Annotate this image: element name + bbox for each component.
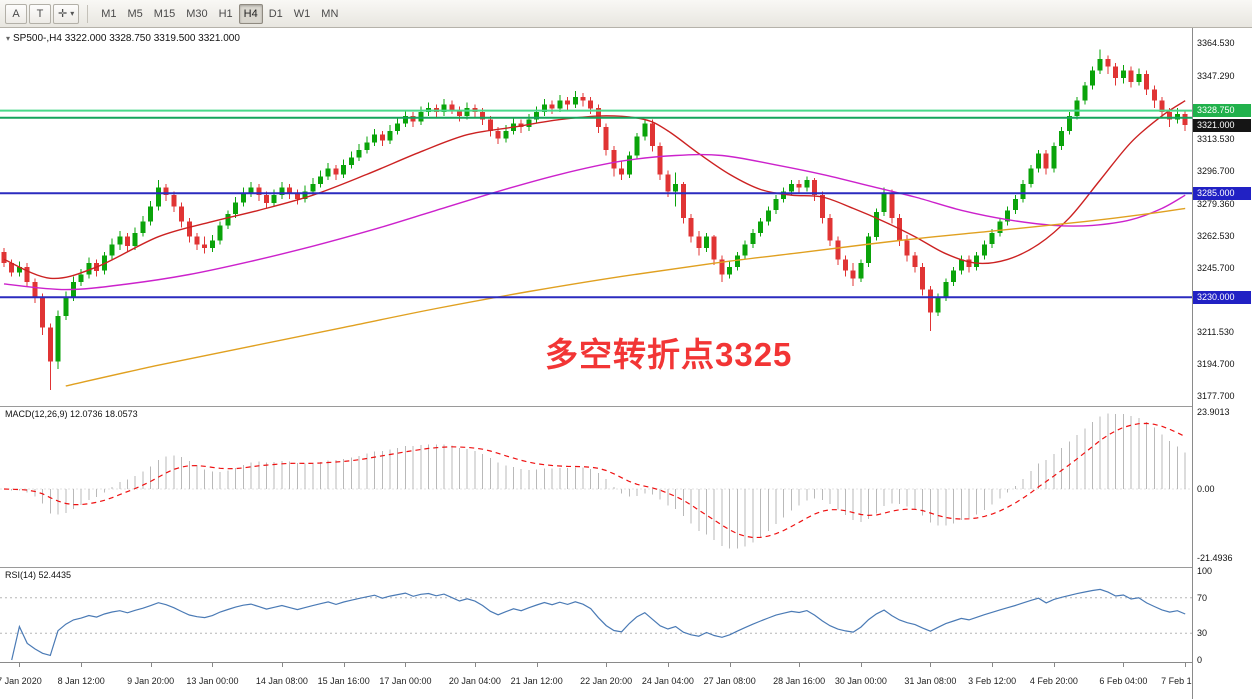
badge-green-line: 3328.750 — [1193, 104, 1251, 118]
timeframe-button-w1[interactable]: W1 — [293, 7, 311, 20]
time-axis-label: 27 Jan 08:00 — [703, 676, 756, 686]
price-axis-label: 3313.530 — [1197, 134, 1235, 145]
price-axis-label: 3364.530 — [1197, 38, 1235, 48]
price-axis-label: 3211.530 — [1197, 327, 1234, 338]
time-axis-label: 7 Jan 2020 — [0, 676, 42, 686]
tool-button-crosshair-tool[interactable]: ✛ ▾ — [53, 3, 80, 24]
price-axis-label: 3194.700 — [1197, 358, 1235, 369]
timeframe-button-h4[interactable]: H4 — [238, 3, 263, 24]
panel-separator[interactable] — [0, 406, 1252, 407]
timeframe-button-m5[interactable]: M5 — [127, 7, 143, 20]
rsi-panel-canvas[interactable] — [0, 567, 1192, 662]
time-axis-label: 22 Jan 20:00 — [580, 676, 633, 686]
timeframe-button-d1[interactable]: D1 — [268, 7, 283, 20]
macd-panel-canvas[interactable] — [0, 406, 1192, 567]
time-tick — [930, 663, 932, 667]
time-tick — [212, 663, 214, 667]
price-axis-label: 3279.360 — [1197, 198, 1235, 209]
price-axis[interactable]: 3364.5303347.2903330.3603313.5303296.700… — [1192, 28, 1252, 699]
time-axis-label: 7 Feb 12:00 — [1161, 676, 1210, 686]
time-axis-label: 17 Jan 00:00 — [379, 676, 432, 686]
time-axis-label: 20 Jan 04:00 — [448, 676, 501, 686]
tool-button-annotate-a[interactable]: A — [5, 3, 27, 24]
price-axis-label: 3262.530 — [1197, 230, 1235, 241]
time-axis-label: 30 Jan 00:00 — [834, 676, 887, 686]
time-tick — [667, 663, 669, 667]
time-axis-label: 14 Jan 08:00 — [255, 676, 308, 686]
badge-blue-line-upper: 3285.000 — [1193, 186, 1251, 200]
macd-axis-label: 23.9013 — [1197, 407, 1230, 417]
time-tick — [606, 663, 608, 667]
rsi-axis-label: 70 — [1197, 592, 1208, 603]
ma-fast-red — [3, 100, 1186, 280]
time-tick — [19, 663, 21, 667]
time-axis-label: 15 Jan 16:00 — [317, 676, 370, 686]
timeframe-button-m15[interactable]: M15 — [153, 7, 176, 20]
macd-axis-label: -21.4936 — [1197, 553, 1233, 564]
badge-current-price: 3321.000 — [1193, 118, 1251, 132]
time-axis-label: 8 Jan 12:00 — [57, 676, 105, 686]
time-tick — [281, 663, 283, 667]
rsi-axis-label: 100 — [1197, 566, 1213, 576]
main-chart-canvas[interactable] — [0, 28, 1192, 406]
time-tick — [343, 663, 345, 667]
time-tick — [1123, 663, 1125, 667]
time-axis-label: 13 Jan 00:00 — [186, 676, 239, 686]
ma-slow-orange — [65, 207, 1186, 387]
symbol-marker-icon: ▾ — [6, 34, 11, 43]
timeframe-button-m1[interactable]: M1 — [101, 7, 117, 20]
time-tick — [729, 663, 731, 667]
rsi-label: RSI(14) 52.4435 — [5, 570, 72, 580]
rsi-line — [11, 588, 1186, 661]
macd-label: MACD(12,26,9) 12.0736 18.0573 — [5, 409, 138, 419]
symbol-label: SP500-,H4 — [13, 33, 62, 44]
tool-button-text-tool[interactable]: T — [29, 3, 51, 24]
price-axis-label: 3177.700 — [1197, 391, 1235, 401]
time-axis-label: 4 Feb 20:00 — [1029, 676, 1078, 686]
macd-axis-label: 0.00 — [1197, 484, 1215, 494]
price-axis-label: 3296.700 — [1197, 166, 1235, 177]
time-axis-label: 9 Jan 20:00 — [127, 676, 175, 686]
badge-blue-line-lower: 3230.000 — [1193, 290, 1251, 304]
time-tick — [536, 663, 538, 667]
time-tick — [81, 663, 83, 667]
chart-area: ▾ SP500-,H4 3322.000 3328.750 3319.500 33… — [0, 28, 1252, 699]
time-tick — [1185, 663, 1187, 667]
panel-separator[interactable] — [0, 567, 1252, 568]
time-tick — [474, 663, 476, 667]
chart-annotation: 多空转折点3325 — [545, 336, 793, 373]
time-tick — [860, 663, 862, 667]
time-tick — [992, 663, 994, 667]
timeframe-button-h1[interactable]: H1 — [218, 7, 233, 20]
time-tick — [1053, 663, 1055, 667]
timeframe-buttons: M1 M5 M15 M30 H1 H4 D1 W1 MN — [96, 3, 343, 24]
dropdown-arrow-icon: ▾ — [70, 9, 75, 18]
macd-signal-line — [3, 422, 1186, 539]
chart-title: ▾ SP500-,H4 3322.000 3328.750 3319.500 33… — [6, 33, 240, 44]
tool-buttons: A T ✛ ▾ — [5, 3, 80, 24]
time-axis-label: 6 Feb 04:00 — [1099, 676, 1148, 686]
time-tick — [799, 663, 801, 667]
price-axis-label: 3245.700 — [1197, 262, 1235, 273]
time-axis-label: 24 Jan 04:00 — [641, 676, 694, 686]
rsi-axis-label: 0 — [1197, 655, 1203, 665]
time-axis[interactable]: 7 Jan 2020 8 Jan 12:00 9 Jan 20:00 13 Jan 0… — [0, 662, 1209, 699]
time-tick — [150, 663, 152, 667]
ohlc-values: 3322.000 3328.750 3319.500 3321.000 — [64, 33, 240, 44]
time-axis-label: 3 Feb 12:00 — [968, 676, 1017, 686]
rsi-axis-label: 30 — [1197, 628, 1208, 639]
toolbar-separator — [87, 4, 89, 23]
time-axis-label: 21 Jan 12:00 — [510, 676, 563, 686]
time-tick — [405, 663, 407, 667]
macd-histogram — [11, 413, 1186, 549]
price-axis-label: 3347.290 — [1197, 70, 1235, 81]
timeframe-button-mn[interactable]: MN — [321, 7, 339, 20]
time-axis-label: 31 Jan 08:00 — [904, 676, 957, 686]
toolbar: A T ✛ ▾ M1 M5 M15 M30 H1 H4 D1 W1 MN — [0, 0, 1252, 28]
timeframe-button-m30[interactable]: M30 — [186, 7, 208, 20]
time-axis-label: 28 Jan 16:00 — [773, 676, 826, 686]
